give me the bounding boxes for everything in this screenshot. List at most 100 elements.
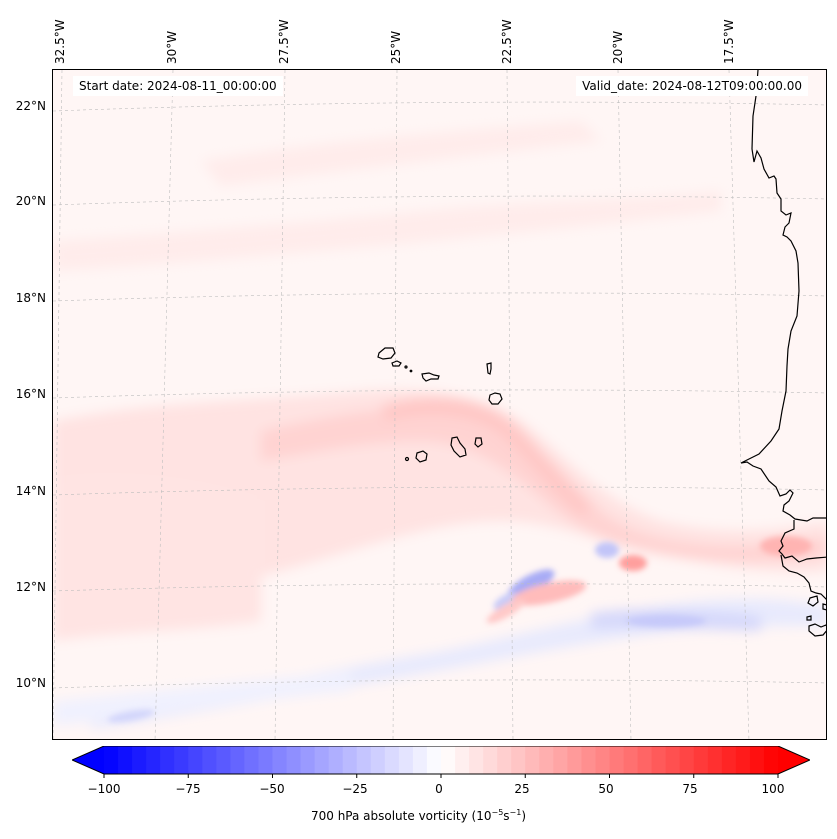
colorbar-segment bbox=[300, 746, 316, 774]
positive-band-inner bbox=[261, 407, 826, 562]
colorbar-segment bbox=[286, 746, 302, 774]
colorbar-segment bbox=[749, 746, 765, 774]
colorbar-segment bbox=[693, 746, 709, 774]
colorbar-segment bbox=[216, 746, 231, 774]
colorbar-segment bbox=[595, 746, 611, 774]
colorbar-segment bbox=[230, 746, 246, 774]
island-sao-vicente bbox=[391, 360, 402, 367]
lat-label-20n: 20°N bbox=[15, 194, 46, 208]
cape-verde-islands bbox=[377, 347, 503, 463]
gridline-lon-30 bbox=[154, 70, 174, 739]
colorbar-label-unit: s bbox=[503, 809, 510, 823]
island-fogo bbox=[415, 450, 428, 463]
lat-label-22n: 22°N bbox=[15, 99, 46, 113]
colorbar-label-suffix: ) bbox=[521, 809, 527, 823]
colorbar-segment bbox=[679, 746, 695, 774]
colorbar-segment bbox=[539, 746, 554, 774]
lon-label-20w: 20°W bbox=[611, 30, 625, 64]
colorbar-segment bbox=[651, 746, 667, 774]
colorbar-tick-75: 75 bbox=[682, 782, 698, 796]
island-santa-luzia bbox=[404, 365, 408, 369]
colorbar-tick-minus-100: −100 bbox=[87, 782, 121, 796]
colorbar-label: 700 hPa absolute vorticity (10−5s−1) bbox=[0, 808, 837, 823]
colorbar-segment bbox=[384, 746, 400, 774]
gridline-lat-22 bbox=[53, 101, 826, 112]
map-panel[interactable] bbox=[52, 69, 827, 740]
positive-arc bbox=[381, 397, 591, 516]
lat-label-10n: 10°N bbox=[15, 676, 46, 690]
colorbar-label-exp2: −1 bbox=[509, 808, 522, 817]
island-santiago bbox=[450, 436, 467, 458]
lon-label-30w: 30°W bbox=[165, 30, 179, 64]
colorbar-tick-minus-50: −50 bbox=[259, 782, 285, 796]
lat-label-14n: 14°N bbox=[15, 484, 46, 498]
colorbar-segment bbox=[314, 746, 330, 774]
lat-label-16n: 16°N bbox=[15, 387, 46, 401]
colorbar-segment bbox=[426, 746, 442, 774]
colorbar-tick-100: 100 bbox=[761, 782, 785, 796]
colorbar-label-prefix: 700 hPa absolute vorticity (10 bbox=[310, 809, 492, 823]
colorbar-segment bbox=[511, 746, 526, 774]
colorbar-segment bbox=[160, 746, 175, 774]
lon-label-32-5w: 32.5°W bbox=[53, 19, 67, 64]
colorbar-segment bbox=[272, 746, 288, 774]
colorbar-segment bbox=[441, 746, 456, 774]
colorbar-segment bbox=[497, 746, 512, 774]
gridline-lat-12 bbox=[53, 583, 826, 592]
gridline-lat-20 bbox=[53, 195, 826, 206]
colorbar-segment bbox=[483, 746, 498, 774]
colorbar-segment bbox=[553, 746, 568, 774]
negative-west-core bbox=[107, 709, 155, 723]
colorbar-segment bbox=[146, 746, 161, 774]
colorbar-segment bbox=[244, 746, 260, 774]
valid-date-label: Valid_date: 2024-08-12T09:00:00.00 bbox=[576, 76, 808, 96]
colorbar-segment bbox=[356, 746, 372, 774]
lat-label-18n: 18°N bbox=[15, 291, 46, 305]
colorbar-segment bbox=[707, 746, 723, 774]
gridline-lat-10 bbox=[53, 679, 826, 689]
positive-core-3 bbox=[760, 536, 812, 556]
lon-label-17-5w: 17.5°W bbox=[722, 19, 736, 64]
lat-label-12n: 12°N bbox=[15, 580, 46, 594]
colorbar-segment bbox=[665, 746, 681, 774]
gridline-lon-17-5 bbox=[728, 70, 750, 739]
island-sao-nicolau bbox=[421, 372, 440, 382]
colorbar-segment bbox=[567, 746, 583, 774]
colorbar-segment bbox=[412, 746, 428, 774]
colorbar-tick-minus-25: −25 bbox=[342, 782, 368, 796]
colorbar-segment bbox=[455, 746, 470, 774]
positive-streak-sw bbox=[486, 598, 526, 624]
colorbar-tick-50: 50 bbox=[598, 782, 614, 796]
colorbar-segment bbox=[188, 746, 203, 774]
colorbar-tick-0: 0 bbox=[435, 782, 443, 796]
lon-label-27-5w: 27.5°W bbox=[277, 19, 291, 64]
colorbar-segment bbox=[258, 746, 274, 774]
colorbar-segment bbox=[623, 746, 639, 774]
lon-label-22-5w: 22.5°W bbox=[500, 19, 514, 64]
gridline-lat-14 bbox=[53, 486, 826, 496]
colorbar-segment bbox=[174, 746, 189, 774]
island-maio bbox=[474, 437, 483, 448]
negative-core-2 bbox=[595, 542, 619, 558]
negative-tail-1 bbox=[493, 592, 519, 610]
colorbar-segment bbox=[637, 746, 653, 774]
positive-core-2 bbox=[619, 555, 647, 571]
colorbar-segment bbox=[469, 746, 484, 774]
island-sal bbox=[486, 362, 492, 375]
colorbar-segment bbox=[328, 746, 344, 774]
colorbar-segment bbox=[763, 746, 779, 774]
colorbar-tick-25: 25 bbox=[514, 782, 530, 796]
gridline-lat-18 bbox=[53, 292, 826, 302]
island-brava bbox=[404, 456, 410, 462]
gridline-lon-20 bbox=[617, 70, 632, 739]
gridlines bbox=[53, 70, 826, 739]
northern-pink-streaks-2 bbox=[201, 121, 601, 186]
colorbar-segment bbox=[581, 746, 597, 774]
colorbar-segment bbox=[104, 746, 119, 774]
vorticity-field bbox=[53, 70, 826, 739]
colorbar-segment bbox=[342, 746, 358, 774]
colorbar-segment bbox=[398, 746, 414, 774]
gridline-lon-22-5 bbox=[506, 70, 514, 739]
gridline-lon-25 bbox=[392, 70, 398, 739]
colorbar-segment bbox=[735, 746, 751, 774]
